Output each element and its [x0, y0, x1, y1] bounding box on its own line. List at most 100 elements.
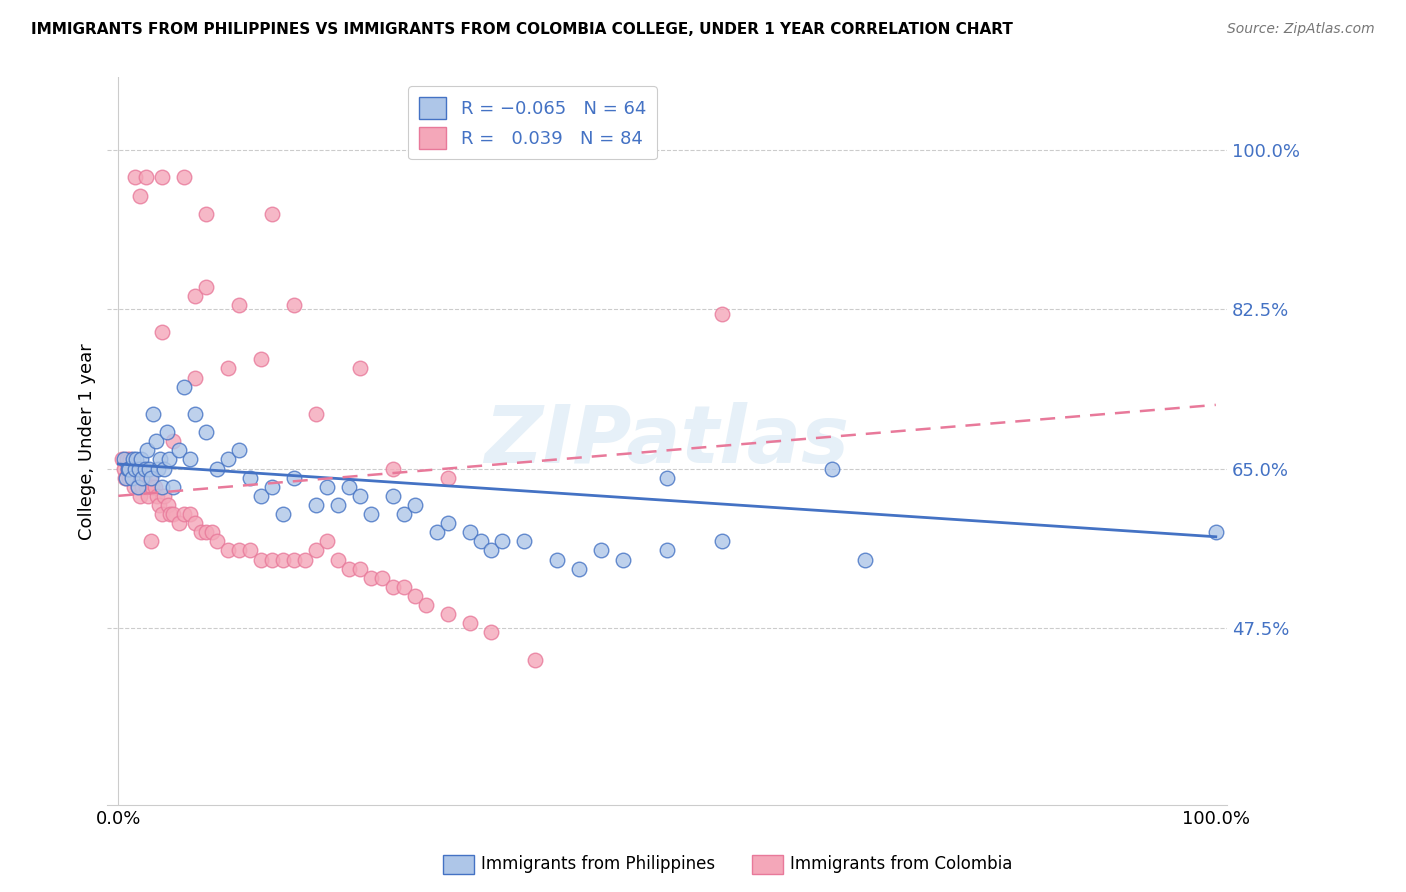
- Point: [125, 461, 148, 475]
- Point: [118, 461, 141, 475]
- Point: [112, 461, 135, 475]
- Point: [179, 452, 201, 467]
- Point: [117, 461, 139, 475]
- Point: [173, 507, 195, 521]
- Y-axis label: College, Under 1 year: College, Under 1 year: [79, 343, 96, 540]
- Point: [159, 507, 181, 521]
- Point: [129, 489, 152, 503]
- Point: [404, 498, 426, 512]
- Point: [283, 470, 305, 484]
- Point: [315, 480, 337, 494]
- Point: [524, 652, 547, 666]
- Point: [360, 507, 382, 521]
- Point: [134, 461, 156, 475]
- Point: [136, 489, 159, 503]
- Text: Immigrants from Colombia: Immigrants from Colombia: [790, 855, 1012, 873]
- Point: [125, 452, 148, 467]
- Point: [145, 489, 167, 503]
- Legend: R = −0.065   N = 64, R =   0.039   N = 84: R = −0.065 N = 64, R = 0.039 N = 84: [409, 87, 657, 160]
- Point: [381, 489, 404, 503]
- Point: [239, 543, 262, 558]
- Point: [195, 525, 218, 540]
- Point: [184, 370, 207, 384]
- Point: [271, 552, 294, 566]
- Point: [349, 561, 371, 575]
- Point: [146, 461, 169, 475]
- Point: [148, 498, 170, 512]
- Point: [135, 443, 157, 458]
- Point: [118, 470, 141, 484]
- Point: [127, 480, 149, 494]
- Point: [349, 361, 371, 376]
- Point: [228, 543, 250, 558]
- Point: [139, 470, 162, 484]
- Point: [283, 298, 305, 312]
- Point: [150, 480, 173, 494]
- Point: [141, 480, 163, 494]
- Point: [568, 561, 591, 575]
- Point: [239, 470, 262, 484]
- Point: [162, 480, 184, 494]
- Point: [205, 534, 228, 549]
- Point: [305, 498, 328, 512]
- Point: [127, 480, 149, 494]
- Point: [337, 561, 360, 575]
- Point: [470, 534, 492, 549]
- Point: [271, 507, 294, 521]
- Point: [305, 407, 328, 421]
- Point: [143, 480, 166, 494]
- Point: [436, 607, 458, 621]
- Point: [283, 552, 305, 566]
- Point: [381, 461, 404, 475]
- Point: [121, 452, 143, 467]
- Point: [426, 525, 449, 540]
- Text: Source: ZipAtlas.com: Source: ZipAtlas.com: [1227, 22, 1375, 37]
- Point: [546, 552, 568, 566]
- Point: [337, 480, 360, 494]
- Point: [228, 443, 250, 458]
- Point: [404, 589, 426, 603]
- Point: [115, 470, 138, 484]
- Point: [436, 516, 458, 530]
- Point: [326, 552, 349, 566]
- Point: [131, 452, 153, 467]
- Point: [217, 543, 239, 558]
- Text: ZIPatlas: ZIPatlas: [485, 402, 849, 480]
- Point: [120, 452, 142, 467]
- Point: [141, 534, 163, 549]
- Point: [458, 525, 481, 540]
- Point: [481, 543, 503, 558]
- Point: [612, 552, 634, 566]
- Point: [381, 580, 404, 594]
- Point: [111, 452, 134, 467]
- Point: [201, 525, 224, 540]
- Point: [121, 461, 143, 475]
- Point: [195, 279, 218, 293]
- Point: [121, 461, 143, 475]
- Text: Immigrants from Philippines: Immigrants from Philippines: [481, 855, 716, 873]
- Point: [156, 425, 179, 439]
- Point: [129, 188, 152, 202]
- Point: [132, 470, 155, 484]
- Point: [250, 552, 273, 566]
- Point: [149, 452, 172, 467]
- Point: [655, 470, 678, 484]
- Point: [591, 543, 613, 558]
- Point: [179, 507, 201, 521]
- Point: [326, 498, 349, 512]
- Point: [122, 480, 145, 494]
- Point: [112, 452, 135, 467]
- Point: [184, 289, 207, 303]
- Point: [117, 461, 139, 475]
- Point: [1205, 525, 1227, 540]
- Point: [436, 470, 458, 484]
- Point: [153, 461, 176, 475]
- Point: [135, 170, 157, 185]
- Point: [157, 452, 180, 467]
- Point: [392, 580, 415, 594]
- Point: [125, 470, 148, 484]
- Point: [195, 207, 218, 221]
- Point: [710, 534, 733, 549]
- Point: [315, 534, 337, 549]
- Point: [124, 461, 146, 475]
